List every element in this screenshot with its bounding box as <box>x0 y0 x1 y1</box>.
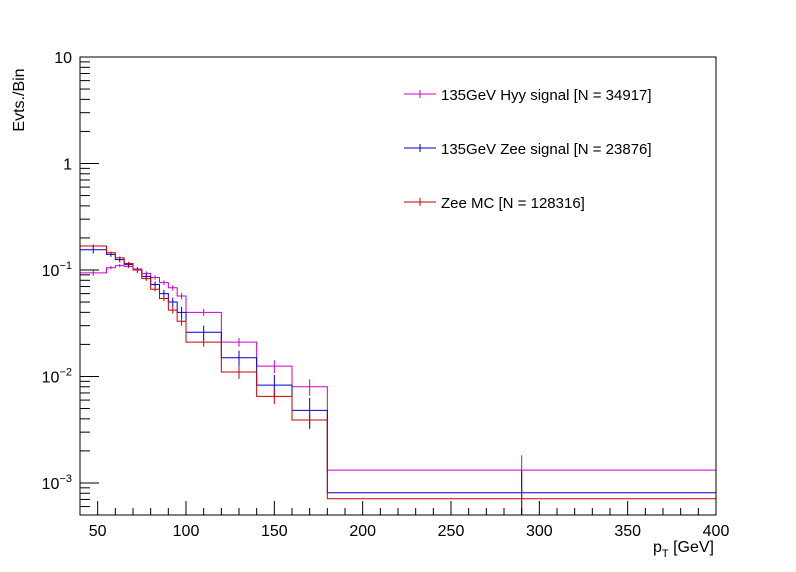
y-tick-base: 10 <box>42 369 60 386</box>
x-tick-label: 200 <box>349 523 376 540</box>
x-axis-title: pT [GeV] <box>653 539 714 560</box>
legend-label: Zee MC [N = 128316] <box>441 195 585 212</box>
y-tick-label: 10 <box>54 50 72 67</box>
x-tick-label: 150 <box>261 523 288 540</box>
legend-entry: 135GeV Zee signal [N = 23876] <box>404 141 652 158</box>
x-axis-title-sub: T <box>662 548 669 560</box>
legend-entry: Zee MC [N = 128316] <box>404 195 585 212</box>
x-axis-title-main: p <box>653 539 662 556</box>
x-tick-label: 100 <box>173 523 200 540</box>
x-axis-title-unit: [GeV] <box>669 539 714 556</box>
legend: 135GeV Hyy signal [N = 34917] 135GeV Zee … <box>404 87 652 212</box>
x-tick-label: 400 <box>703 523 730 540</box>
y-tick-exponent: −2 <box>59 366 72 378</box>
legend-entry: 135GeV Hyy signal [N = 34917] <box>404 87 652 104</box>
y-tick-base: 10 <box>42 476 60 493</box>
x-tick-label: 250 <box>438 523 465 540</box>
legend-label: 135GeV Hyy signal [N = 34917] <box>441 87 652 104</box>
series-layer <box>79 244 717 515</box>
y-tick-exponent: −3 <box>59 473 72 485</box>
legend-label: 135GeV Zee signal [N = 23876] <box>441 141 652 158</box>
y-tick-exponent: −1 <box>59 260 72 272</box>
y-tick-label: 10−2 <box>42 366 72 386</box>
y-axis-title: Evts./Bin <box>11 68 28 131</box>
y-tick-label: 1 <box>63 156 72 173</box>
x-tick-label: 300 <box>526 523 553 540</box>
y-tick-label: 10−1 <box>42 260 72 280</box>
y-tick-base: 10 <box>42 263 60 280</box>
x-tick-label: 350 <box>614 523 641 540</box>
y-tick-label: 10−3 <box>42 473 72 493</box>
x-tick-label: 50 <box>89 523 107 540</box>
